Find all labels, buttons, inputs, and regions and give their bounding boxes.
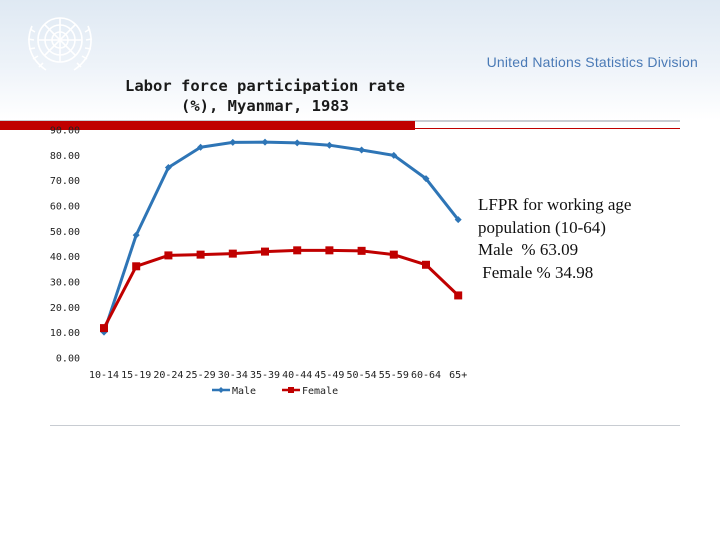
data-point-female [389,250,398,259]
data-point-male [358,146,366,154]
x-tick-label: 40-44 [282,370,312,381]
legend-label-male: Male [232,386,256,397]
data-point-male [325,141,333,149]
note-line-4: Female % 34.98 [478,262,594,282]
data-point-male [261,138,269,146]
x-tick-label: 10-14 [89,370,119,381]
x-tick-label: 35-39 [250,370,280,381]
data-point-female [132,262,141,271]
x-tick-label: 50-54 [347,370,377,381]
data-point-female [228,249,237,258]
lfpr-note: LFPR for working age population (10-64) … [478,194,708,284]
series-line-male [102,140,460,333]
note-line-2: population (10-64) [478,217,606,237]
x-tick-label: 55-59 [379,370,409,381]
data-point-male [390,151,398,159]
data-point-female [196,250,205,259]
note-line-1: LFPR for working age [478,195,632,214]
data-point-female [325,246,334,255]
data-point-female [422,260,430,269]
data-point-female [357,246,366,255]
data-point-male [454,216,462,224]
un-emblem-icon [27,17,93,71]
data-point-male [164,163,172,171]
org-name: United Nations Statistics Division [486,54,698,70]
x-tick-label: 45-49 [314,370,344,381]
chart-title-line-1: Labor force participation rate [125,77,405,95]
data-point-male [422,175,430,183]
y-tick-label: 60.00 [50,202,80,213]
data-point-male [132,231,140,239]
y-tick-label: 30.00 [50,278,80,289]
series-line-female [102,248,460,329]
accent-rule-thick [0,121,415,130]
header-band [0,0,720,120]
y-tick-label: 50.00 [50,227,80,238]
y-tick-label: 0.00 [56,354,80,365]
y-tick-label: 70.00 [50,176,80,187]
legend-label-female: Female [302,386,338,397]
data-point-female [164,251,173,260]
y-tick-label: 20.00 [50,303,80,314]
y-tick-label: 80.00 [50,151,80,162]
data-point-female [261,247,269,256]
x-tick-label: 25-29 [186,370,216,381]
y-tick-label: 90.00 [50,126,80,137]
data-point-female [293,246,302,255]
legend-marker-female [288,387,294,393]
data-point-female [100,324,108,333]
chart-title-line-2: (%), Myanmar, 1983 [181,97,349,115]
note-line-3: Male % 63.09 [478,240,579,259]
x-tick-label: 60-64 [411,370,441,381]
y-tick-label: 10.00 [50,328,80,339]
data-point-male [229,138,237,146]
chart-title: Labor force participation rate (%), Myan… [100,76,430,116]
x-tick-label: 65+ [449,370,467,381]
x-tick-label: 30-34 [218,370,248,381]
data-point-female [454,291,463,300]
data-point-male [197,143,205,151]
legend-marker-male [218,387,224,393]
y-tick-label: 40.00 [50,252,80,263]
footer-divider [50,425,680,426]
data-point-male [293,139,301,147]
x-tick-label: 15-19 [121,370,151,381]
x-tick-label: 20-24 [153,370,183,381]
